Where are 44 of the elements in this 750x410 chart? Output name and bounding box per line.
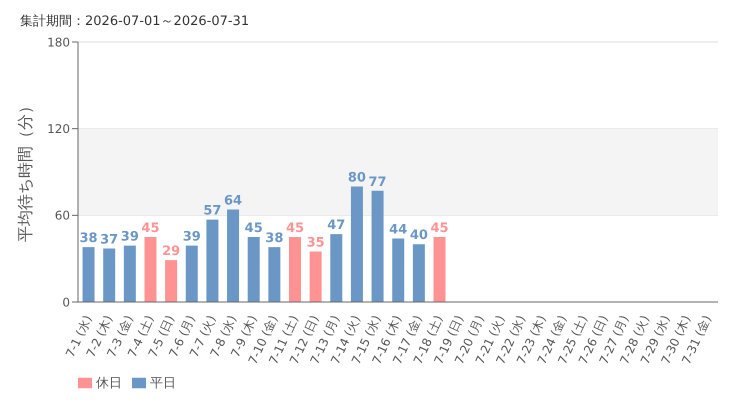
bar [227,210,240,302]
y-tick-label: 180 [47,35,70,50]
data-label: 39 [182,230,201,245]
bar [248,237,260,302]
y-tick-label: 120 [47,122,70,136]
bar [103,248,116,302]
data-label: 40 [410,228,428,244]
legend-label: 平日 [150,376,176,391]
bar [165,260,178,302]
bar [288,237,301,302]
data-label: 64 [224,194,242,209]
bar [186,246,198,302]
bar [330,234,342,302]
data-label: 45 [286,221,304,236]
bar [124,246,136,302]
y-tick-label: 0 [62,295,70,310]
legend-label: 休日 [96,376,122,391]
bar [412,244,425,302]
data-label: 38 [79,231,98,246]
data-label: 77 [368,174,387,190]
bar [206,220,218,302]
bar [372,190,384,302]
y-axis-title: 平均待ち時間（分） [16,98,35,242]
chart-title: 集計期間：2026-07-01～2026-07-31 [19,13,250,31]
data-label: 39 [120,230,139,245]
bar [268,247,280,302]
bar [392,238,404,302]
data-label: 45 [244,221,263,236]
data-label: 35 [306,235,325,250]
data-label: 37 [100,232,118,248]
bar [310,251,322,302]
bar [144,237,156,302]
data-label: 47 [327,218,346,234]
bar [82,247,95,302]
data-label: 57 [203,204,222,219]
data-label: 80 [348,170,366,186]
y-tick-label: 60 [54,208,70,223]
data-label: 45 [430,221,449,236]
data-label: 29 [162,244,180,260]
bar [434,237,446,302]
data-label: 45 [141,221,160,236]
data-label: 38 [265,231,284,246]
bar [350,186,363,302]
data-label: 44 [389,222,408,238]
